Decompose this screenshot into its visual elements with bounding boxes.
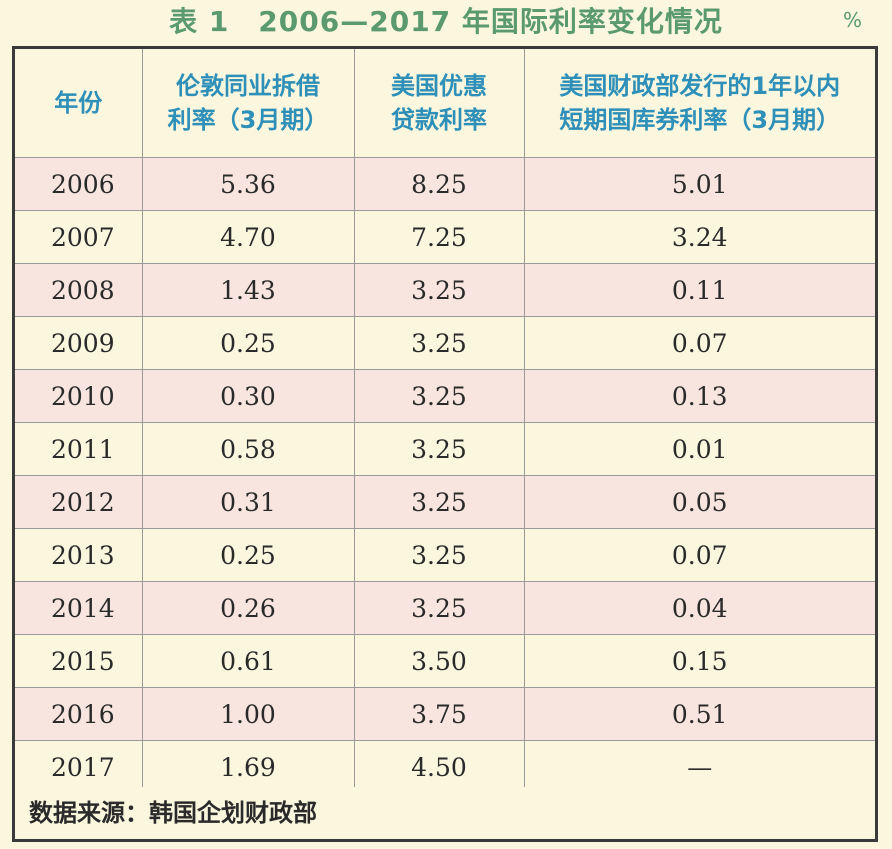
cell-tbill-rate: 0.11 bbox=[524, 263, 875, 317]
table-row: 2013 0.25 3.25 0.07 bbox=[15, 528, 875, 582]
interest-rate-table: 年份 伦敦同业拆借 利率（3月期） 美国优惠 贷款利率 美国财政部发行的1年以内 短期… bbox=[15, 49, 875, 794]
cell-tbill-rate: 0.13 bbox=[524, 369, 875, 423]
cell-libor: 1.43 bbox=[142, 263, 355, 317]
cell-libor: 4.70 bbox=[142, 210, 355, 264]
cell-year: 2007 bbox=[15, 210, 143, 264]
cell-prime-rate: 3.25 bbox=[354, 581, 525, 635]
table-row: 2017 1.69 4.50— bbox=[15, 740, 875, 794]
header-prime-rate: 美国优惠 贷款利率 bbox=[354, 49, 525, 158]
cell-libor: 0.61 bbox=[142, 634, 355, 688]
cell-prime-rate: 3.50 bbox=[354, 634, 525, 688]
cell-libor: 0.31 bbox=[142, 475, 355, 529]
cell-libor: 0.30 bbox=[142, 369, 355, 423]
header-row: 年份 伦敦同业拆借 利率（3月期） 美国优惠 贷款利率 美国财政部发行的1年以内 短期… bbox=[15, 49, 875, 158]
table-row: 2007 4.70 7.25 3.24 bbox=[15, 210, 875, 264]
cell-prime-rate: 3.75 bbox=[354, 687, 525, 741]
table-row: 2015 0.61 3.50 0.15 bbox=[15, 634, 875, 688]
table-body: 2006 5.36 8.25 5.01 2007 4.70 7.25 3.24 2008 1.43… bbox=[15, 157, 875, 794]
header-year: 年份 bbox=[15, 49, 143, 158]
cell-prime-rate: 3.25 bbox=[354, 528, 525, 582]
cell-year: 2011 bbox=[15, 422, 143, 476]
cell-tbill-rate: 0.07 bbox=[524, 528, 875, 582]
cell-tbill-rate: 5.01 bbox=[524, 157, 875, 211]
cell-prime-rate: 3.25 bbox=[354, 316, 525, 370]
cell-year: 2013 bbox=[15, 528, 143, 582]
cell-year: 2008 bbox=[15, 263, 143, 317]
cell-libor: 0.25 bbox=[142, 528, 355, 582]
cell-prime-rate: 8.25 bbox=[354, 157, 525, 211]
cell-year: 2006 bbox=[15, 157, 143, 211]
cell-year: 2012 bbox=[15, 475, 143, 529]
cell-tbill-rate: 0.07 bbox=[524, 316, 875, 370]
cell-year: 2015 bbox=[15, 634, 143, 688]
table-row: 2008 1.43 3.25 0.11 bbox=[15, 263, 875, 317]
table-row: 2006 5.36 8.25 5.01 bbox=[15, 157, 875, 211]
source-note: 数据来源：韩国企划财政部 bbox=[15, 787, 875, 839]
table-row: 2012 0.31 3.25 0.05 bbox=[15, 475, 875, 529]
cell-libor: 1.00 bbox=[142, 687, 355, 741]
cell-tbill-rate: 0.01 bbox=[524, 422, 875, 476]
cell-year: 2017 bbox=[15, 740, 143, 794]
cell-tbill-rate: 0.04 bbox=[524, 581, 875, 635]
cell-tbill-rate: 0.51 bbox=[524, 687, 875, 741]
cell-libor: 0.25 bbox=[142, 316, 355, 370]
cell-year: 2014 bbox=[15, 581, 143, 635]
cell-tbill-rate: 3.24 bbox=[524, 210, 875, 264]
cell-prime-rate: 7.25 bbox=[354, 210, 525, 264]
cell-tbill-rate: — bbox=[524, 740, 875, 794]
cell-tbill-rate: 0.05 bbox=[524, 475, 875, 529]
cell-libor: 5.36 bbox=[142, 157, 355, 211]
cell-prime-rate: 3.25 bbox=[354, 475, 525, 529]
cell-year: 2016 bbox=[15, 687, 143, 741]
cell-year: 2010 bbox=[15, 369, 143, 423]
header-libor: 伦敦同业拆借 利率（3月期） bbox=[142, 49, 355, 158]
table-frame: 年份 伦敦同业拆借 利率（3月期） 美国优惠 贷款利率 美国财政部发行的1年以内 短期… bbox=[12, 46, 878, 842]
table-title: 表 1 2006—2017 年国际利率变化情况 bbox=[169, 5, 723, 38]
cell-prime-rate: 3.25 bbox=[354, 422, 525, 476]
unit-label: % bbox=[842, 8, 862, 32]
table-row: 2010 0.30 3.25 0.13 bbox=[15, 369, 875, 423]
table-row: 2011 0.58 3.25 0.01 bbox=[15, 422, 875, 476]
cell-tbill-rate: 0.15 bbox=[524, 634, 875, 688]
header-tbill-rate: 美国财政部发行的1年以内 短期国库券利率（3月期） bbox=[524, 49, 875, 158]
cell-prime-rate: 3.25 bbox=[354, 263, 525, 317]
table-row: 2016 1.00 3.75 0.51 bbox=[15, 687, 875, 741]
table-row: 2014 0.26 3.25 0.04 bbox=[15, 581, 875, 635]
table-row: 2009 0.25 3.25 0.07 bbox=[15, 316, 875, 370]
cell-libor: 1.69 bbox=[142, 740, 355, 794]
cell-year: 2009 bbox=[15, 316, 143, 370]
cell-libor: 0.26 bbox=[142, 581, 355, 635]
cell-prime-rate: 4.50 bbox=[354, 740, 525, 794]
cell-prime-rate: 3.25 bbox=[354, 369, 525, 423]
cell-libor: 0.58 bbox=[142, 422, 355, 476]
